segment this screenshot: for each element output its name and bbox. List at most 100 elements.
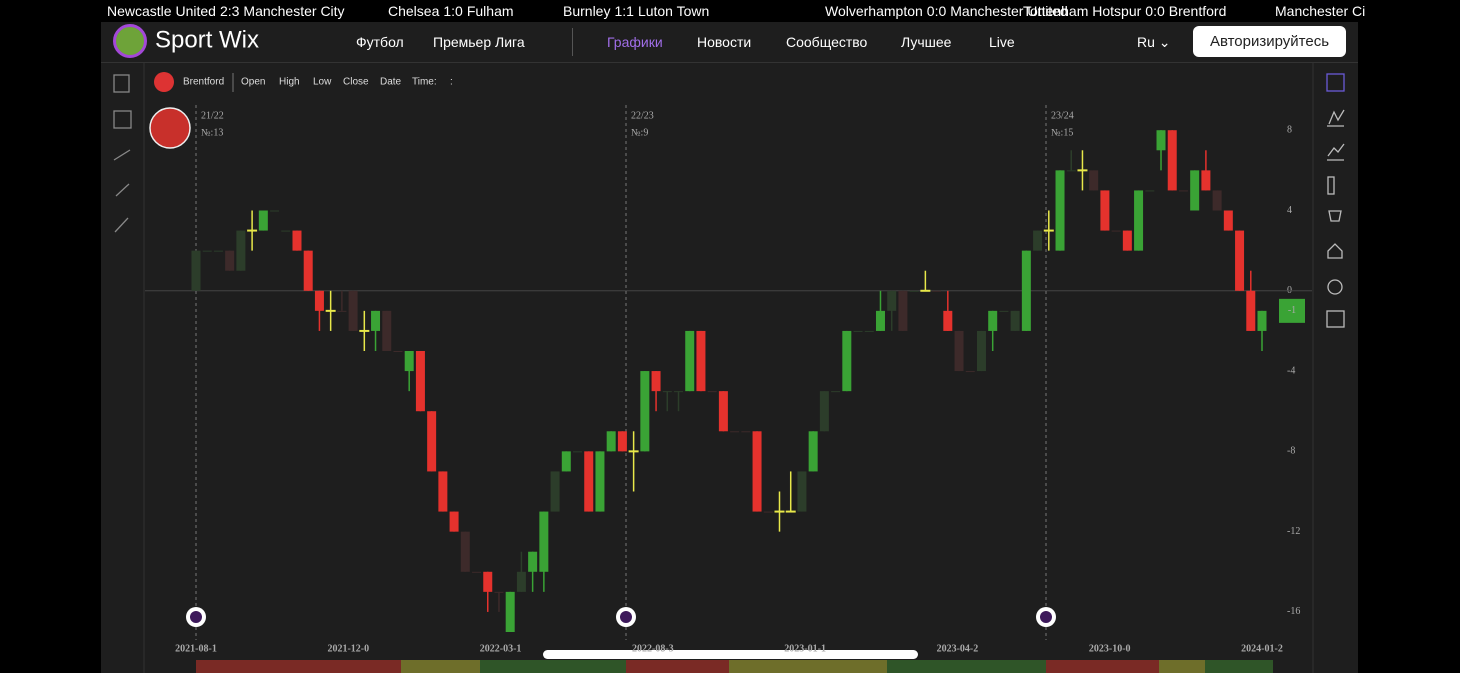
candle-body <box>1223 210 1233 231</box>
candle-body <box>1122 230 1132 251</box>
candle-body <box>1021 250 1031 331</box>
ticker: Newcastle United 2:3 Manchester City Chelse… <box>0 0 1460 22</box>
tool-icon[interactable] <box>1326 73 1345 92</box>
candle-body <box>988 310 998 331</box>
strip-segment <box>626 660 729 673</box>
nav-link[interactable]: Live <box>989 34 1015 50</box>
away-team: Luton Town <box>637 3 710 19</box>
candle-body <box>292 230 302 251</box>
nav-link[interactable]: Новости <box>697 34 752 50</box>
y-tick-label: -12 <box>1287 526 1300 537</box>
tool-icon[interactable] <box>114 217 129 233</box>
x-tick-label: 2022-03-1 <box>480 643 522 654</box>
match[interactable]: Burnley 1:1 Luton Town <box>563 3 709 19</box>
tool-icon[interactable] <box>1327 243 1343 259</box>
candle-body <box>1100 190 1110 231</box>
candle-body <box>887 290 897 311</box>
match[interactable]: Tottenham Hotspur 0:0 Brentford <box>1023 3 1226 19</box>
candle-body <box>875 310 885 331</box>
season-label: 21/22 <box>201 110 224 121</box>
score: 2:3 <box>219 3 240 19</box>
toolbar-field: Open <box>241 77 265 88</box>
toolbar-field: : <box>450 77 453 88</box>
match[interactable]: Manchester Ci <box>1275 3 1365 19</box>
match[interactable]: Chelsea 1:0 Fulham <box>388 3 514 19</box>
candle-body <box>797 471 807 512</box>
scrollbar[interactable] <box>543 650 918 659</box>
candle-body <box>382 310 392 351</box>
candle-body <box>1055 170 1065 251</box>
tool-icon[interactable] <box>115 183 130 197</box>
nav-link[interactable]: Графики <box>607 34 663 50</box>
candle-body <box>539 511 549 572</box>
tool-icon[interactable] <box>113 74 130 93</box>
candle-body <box>449 511 459 532</box>
candle-body <box>752 431 762 512</box>
chart-panel <box>101 63 1358 673</box>
toolbar-team: Brentford <box>183 77 224 88</box>
header: Sport Wix Ru ⌄ Авторизируйтесь Футбол Пре… <box>101 22 1358 63</box>
candle-body <box>831 391 841 393</box>
strip-segment <box>480 660 626 673</box>
away-team: Manchester United <box>950 3 1068 19</box>
tool-icon[interactable] <box>1327 176 1335 195</box>
language[interactable]: Ru ⌄ <box>1137 34 1171 50</box>
home-team: Tottenham Hotspur <box>1023 3 1142 19</box>
candle-body <box>303 250 313 291</box>
score: 0:0 <box>1145 3 1165 19</box>
tool-icon[interactable] <box>1328 210 1342 222</box>
candle-body <box>1066 170 1076 172</box>
strip-segment <box>1205 660 1273 673</box>
result-strip <box>196 660 1273 673</box>
left-tools <box>113 74 132 233</box>
candle-body <box>1257 310 1267 331</box>
tool-icon[interactable] <box>113 149 131 161</box>
candle-body <box>898 290 908 331</box>
away-team: Fulham <box>466 3 514 19</box>
candle-body <box>213 250 223 252</box>
nav-link[interactable]: Футбол <box>356 34 404 50</box>
tool-icon[interactable] <box>1327 109 1345 127</box>
candle-body <box>225 250 235 271</box>
candle-body <box>976 330 986 372</box>
candle-body <box>516 571 526 592</box>
tool-icon[interactable] <box>113 110 132 129</box>
home-team: Burnley <box>563 3 611 19</box>
candle-body <box>864 330 874 332</box>
candle-body <box>954 330 964 372</box>
team-badge <box>154 72 174 92</box>
candle-body <box>651 371 661 392</box>
candle-body <box>662 391 672 393</box>
candle-body <box>1089 170 1099 191</box>
home-team: Manchester Ci <box>1275 3 1366 19</box>
tool-icon[interactable] <box>1326 310 1345 328</box>
strip-segment <box>729 660 887 673</box>
right-tools <box>1326 73 1345 328</box>
candle-body <box>1246 290 1256 331</box>
candle-body <box>202 250 212 252</box>
x-tick-label: 2023-10-0 <box>1089 643 1131 654</box>
candle-body <box>1212 190 1222 211</box>
toolbar-field: Time: <box>412 77 437 88</box>
candle-body <box>999 310 1009 312</box>
tool-icon[interactable] <box>1327 143 1345 161</box>
logo[interactable]: Sport Wix <box>113 24 259 58</box>
candle-body <box>460 531 470 572</box>
candle-body <box>573 451 583 453</box>
last-value-box <box>1279 298 1305 323</box>
nav-divider <box>572 28 573 56</box>
candle-body <box>932 290 942 292</box>
candle-body <box>494 591 504 593</box>
nav-link[interactable]: Сообщество <box>786 34 868 50</box>
nav-link[interactable]: Премьер Лига <box>433 34 525 50</box>
candle-body <box>270 210 280 212</box>
candle-body <box>348 290 358 331</box>
login-button[interactable]: Авторизируйтесь <box>1193 26 1346 57</box>
match[interactable]: Newcastle United 2:3 Manchester City <box>107 3 345 19</box>
y-tick-label: 8 <box>1287 125 1292 136</box>
tool-icon[interactable] <box>1327 279 1343 295</box>
match[interactable]: Wolverhampton 0:0 Manchester United <box>825 3 1068 19</box>
nav-link[interactable]: Лучшее <box>901 34 952 50</box>
toolbar-field: Low <box>313 77 332 88</box>
